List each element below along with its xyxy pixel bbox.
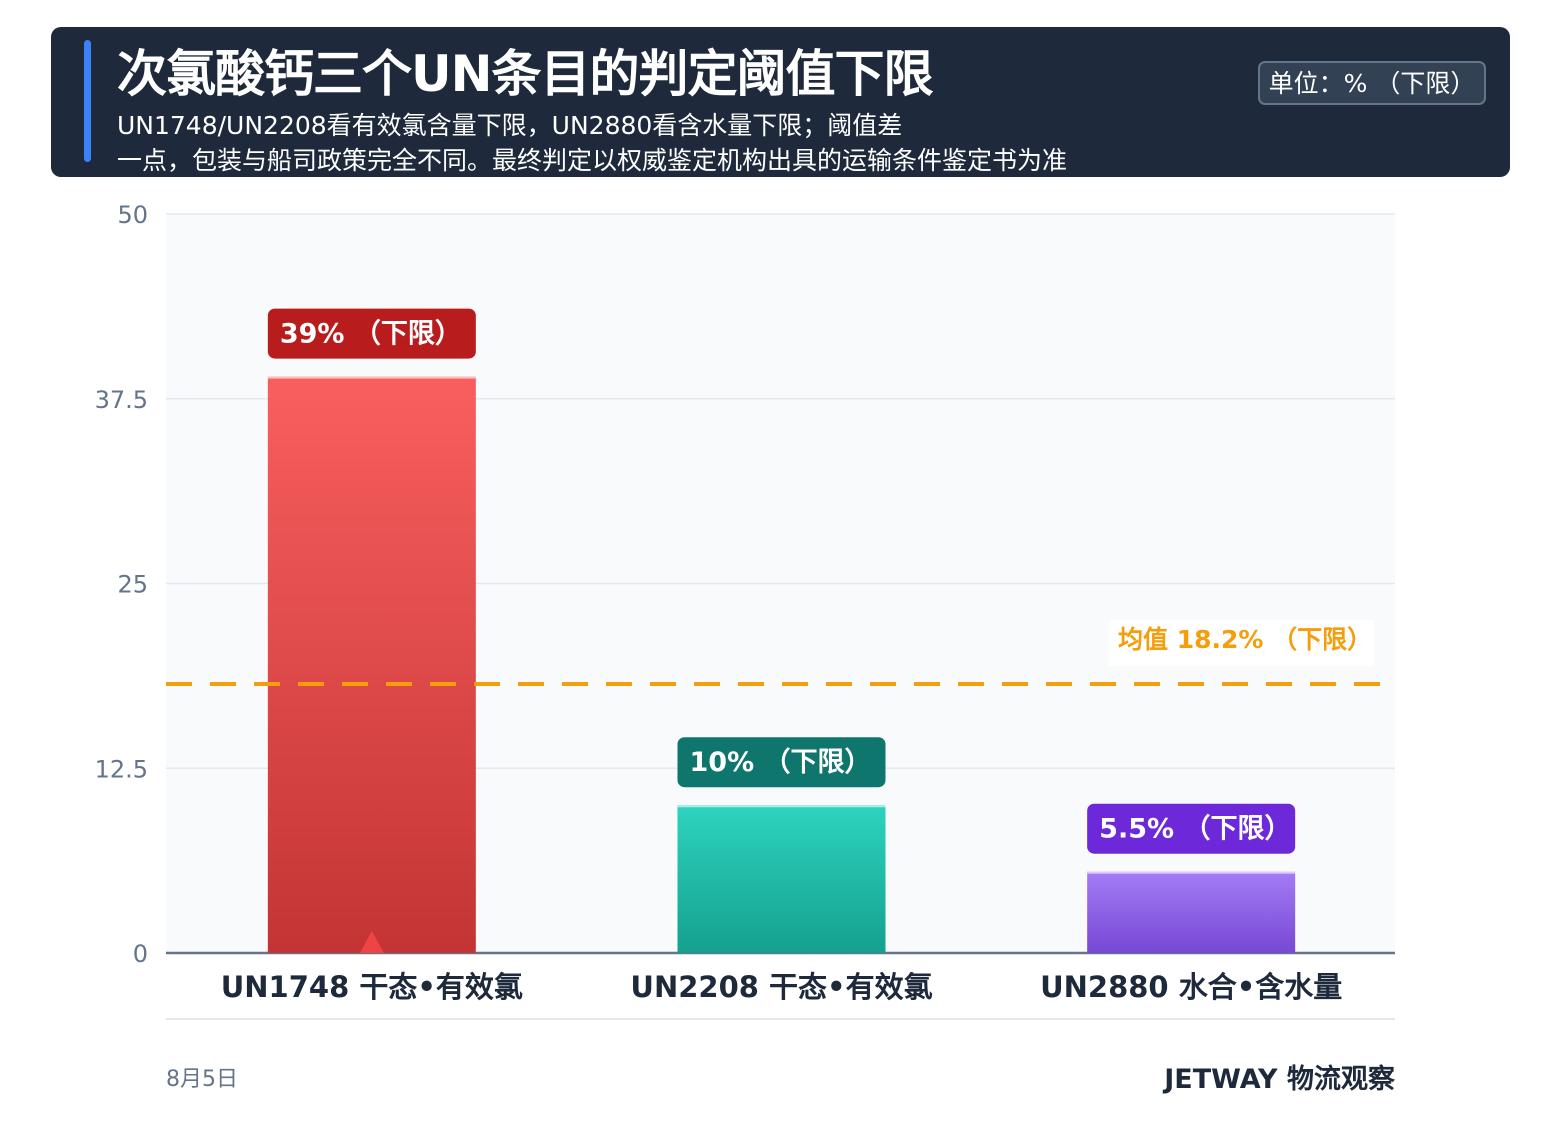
data-labels: 39% （下限） 10% （下限） 5.5% （下限） xyxy=(267,308,1296,854)
bar xyxy=(677,805,886,953)
y-tick-label: 25 xyxy=(117,571,148,599)
data-label-bg xyxy=(267,308,476,359)
footer-date: 8月5日 xyxy=(166,1067,238,1092)
y-tick-labels: 0 12.5 25 37.5 50 xyxy=(95,201,148,968)
page-subtitle: UN1748/UN2208看有效氯含量下限，UN2880看含水量下限；阈值差 一… xyxy=(117,108,1177,178)
reference-line-label: 均值 18.2% （下限） xyxy=(1118,625,1372,654)
y-tick-label: 50 xyxy=(117,201,148,229)
y-tick-label: 37.5 xyxy=(95,386,148,414)
subtitle-line-2: 一点，包装与船司政策完全不同。最终判定以权威鉴定机构出具的运输条件鉴定书为准 xyxy=(117,146,1068,175)
y-tick-label: 12.5 xyxy=(95,755,148,783)
data-label: 5.5% （下限） xyxy=(1099,814,1291,845)
subtitle-line-1: UN1748/UN2208看有效氯含量下限，UN2880看含水量下限；阈值差 xyxy=(117,111,903,140)
unit-badge: 单位：% （下限） xyxy=(1258,61,1486,105)
highlight-marker xyxy=(359,931,384,953)
bar xyxy=(1087,871,1296,953)
reference-label-bg xyxy=(1109,620,1374,667)
reference-line-group: 均值 18.2% （下限） xyxy=(166,620,1395,687)
footer-brand: JETWAY 物流观察 xyxy=(1164,1064,1395,1095)
bar xyxy=(267,376,476,954)
data-label-bg xyxy=(677,737,886,788)
header-accent-bar xyxy=(84,40,91,162)
bars xyxy=(267,376,1296,954)
data-label-bg xyxy=(1087,803,1296,854)
page-title: 次氯酸钙三个UN条目的判定阈值下限 xyxy=(117,45,933,103)
y-tick-label: 0 xyxy=(133,940,148,968)
data-label: 10% （下限） xyxy=(690,747,872,778)
x-tick-labels: UN1748 干态•有效氯 UN2208 干态•有效氯 UN2880 水合•含水量 xyxy=(221,970,1343,1004)
x-tick-label: UN2880 水合•含水量 xyxy=(1040,970,1342,1004)
x-tick-label: UN2208 干态•有效氯 xyxy=(630,970,932,1004)
data-label: 39% （下限） xyxy=(280,319,462,350)
x-tick-label: UN1748 干态•有效氯 xyxy=(221,970,523,1004)
